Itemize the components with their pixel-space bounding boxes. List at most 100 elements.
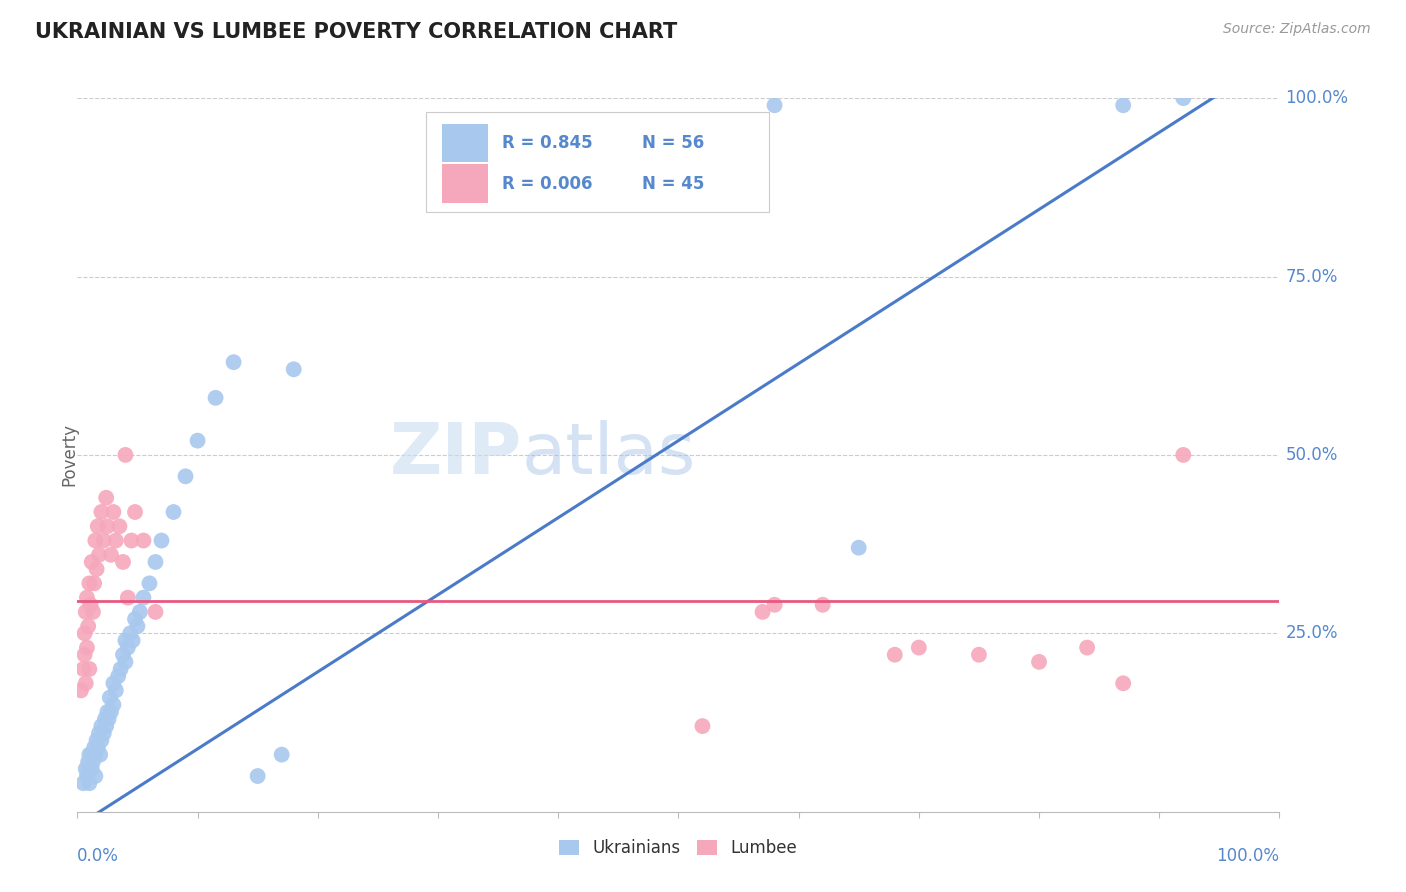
Text: atlas: atlas: [522, 420, 696, 490]
Text: R = 0.006: R = 0.006: [502, 175, 592, 193]
Point: [751, 605, 773, 619]
Point: [124, 505, 146, 519]
Point: [128, 605, 150, 619]
Point: [77, 755, 100, 769]
Point: [114, 633, 136, 648]
Text: 75.0%: 75.0%: [1285, 268, 1339, 285]
Text: Source: ZipAtlas.com: Source: ZipAtlas.com: [1223, 22, 1371, 37]
Point: [114, 655, 136, 669]
Point: [76, 640, 98, 655]
Point: [98, 690, 121, 705]
Point: [763, 598, 786, 612]
Point: [97, 712, 120, 726]
Point: [270, 747, 292, 762]
Point: [96, 491, 118, 505]
Point: [145, 555, 167, 569]
Point: [90, 719, 112, 733]
Point: [80, 747, 103, 762]
Point: [75, 762, 97, 776]
Point: [222, 355, 245, 369]
Point: [83, 740, 105, 755]
Point: [94, 712, 117, 726]
Point: [117, 640, 139, 655]
Point: [90, 733, 112, 747]
Text: 50.0%: 50.0%: [1285, 446, 1339, 464]
Point: [96, 705, 118, 719]
Point: [86, 562, 108, 576]
Point: [83, 576, 105, 591]
Point: [72, 776, 94, 790]
Point: [110, 662, 132, 676]
Text: N = 45: N = 45: [643, 175, 704, 193]
Point: [75, 676, 97, 690]
Point: [186, 434, 209, 448]
Point: [111, 648, 134, 662]
Text: UKRAINIAN VS LUMBEE POVERTY CORRELATION CHART: UKRAINIAN VS LUMBEE POVERTY CORRELATION …: [35, 22, 678, 42]
Point: [127, 619, 149, 633]
Point: [84, 747, 107, 762]
Text: 100.0%: 100.0%: [1285, 89, 1348, 107]
Point: [283, 362, 305, 376]
Point: [120, 533, 142, 548]
Point: [77, 619, 100, 633]
Point: [80, 762, 103, 776]
FancyBboxPatch shape: [441, 164, 488, 203]
Point: [80, 555, 103, 569]
Point: [692, 719, 714, 733]
Point: [86, 733, 108, 747]
Point: [108, 519, 131, 533]
Text: 0.0%: 0.0%: [77, 847, 120, 865]
Point: [138, 576, 160, 591]
Point: [79, 776, 101, 790]
Point: [246, 769, 269, 783]
Point: [1028, 655, 1050, 669]
Point: [89, 747, 111, 762]
Legend: Ukrainians, Lumbee: Ukrainians, Lumbee: [553, 833, 804, 864]
Point: [848, 541, 870, 555]
Point: [763, 98, 786, 112]
Point: [84, 769, 107, 783]
Point: [96, 519, 118, 533]
Point: [75, 605, 97, 619]
Point: [811, 598, 834, 612]
Point: [162, 505, 184, 519]
Text: R = 0.845: R = 0.845: [502, 134, 592, 152]
Point: [104, 533, 127, 548]
Text: 25.0%: 25.0%: [1285, 624, 1339, 642]
Point: [111, 555, 134, 569]
FancyBboxPatch shape: [426, 112, 769, 212]
Point: [72, 662, 94, 676]
Point: [84, 533, 107, 548]
Point: [103, 505, 125, 519]
Point: [174, 469, 197, 483]
Point: [76, 769, 98, 783]
Point: [93, 726, 115, 740]
Point: [117, 591, 139, 605]
Point: [73, 626, 96, 640]
Point: [1112, 676, 1135, 690]
Point: [87, 740, 110, 755]
Point: [79, 762, 101, 776]
Point: [76, 591, 98, 605]
Point: [100, 548, 122, 562]
Point: [1173, 91, 1195, 105]
Text: ZIP: ZIP: [389, 420, 522, 490]
Point: [96, 719, 118, 733]
Point: [73, 648, 96, 662]
Point: [103, 676, 125, 690]
Point: [132, 533, 155, 548]
Text: 100.0%: 100.0%: [1216, 847, 1279, 865]
Point: [90, 505, 112, 519]
Point: [104, 683, 127, 698]
Point: [150, 533, 173, 548]
Point: [145, 605, 167, 619]
Point: [120, 626, 142, 640]
Point: [908, 640, 931, 655]
Point: [87, 519, 110, 533]
Point: [967, 648, 990, 662]
Point: [82, 755, 104, 769]
Point: [93, 533, 115, 548]
Point: [204, 391, 226, 405]
Point: [107, 669, 129, 683]
Point: [82, 605, 104, 619]
